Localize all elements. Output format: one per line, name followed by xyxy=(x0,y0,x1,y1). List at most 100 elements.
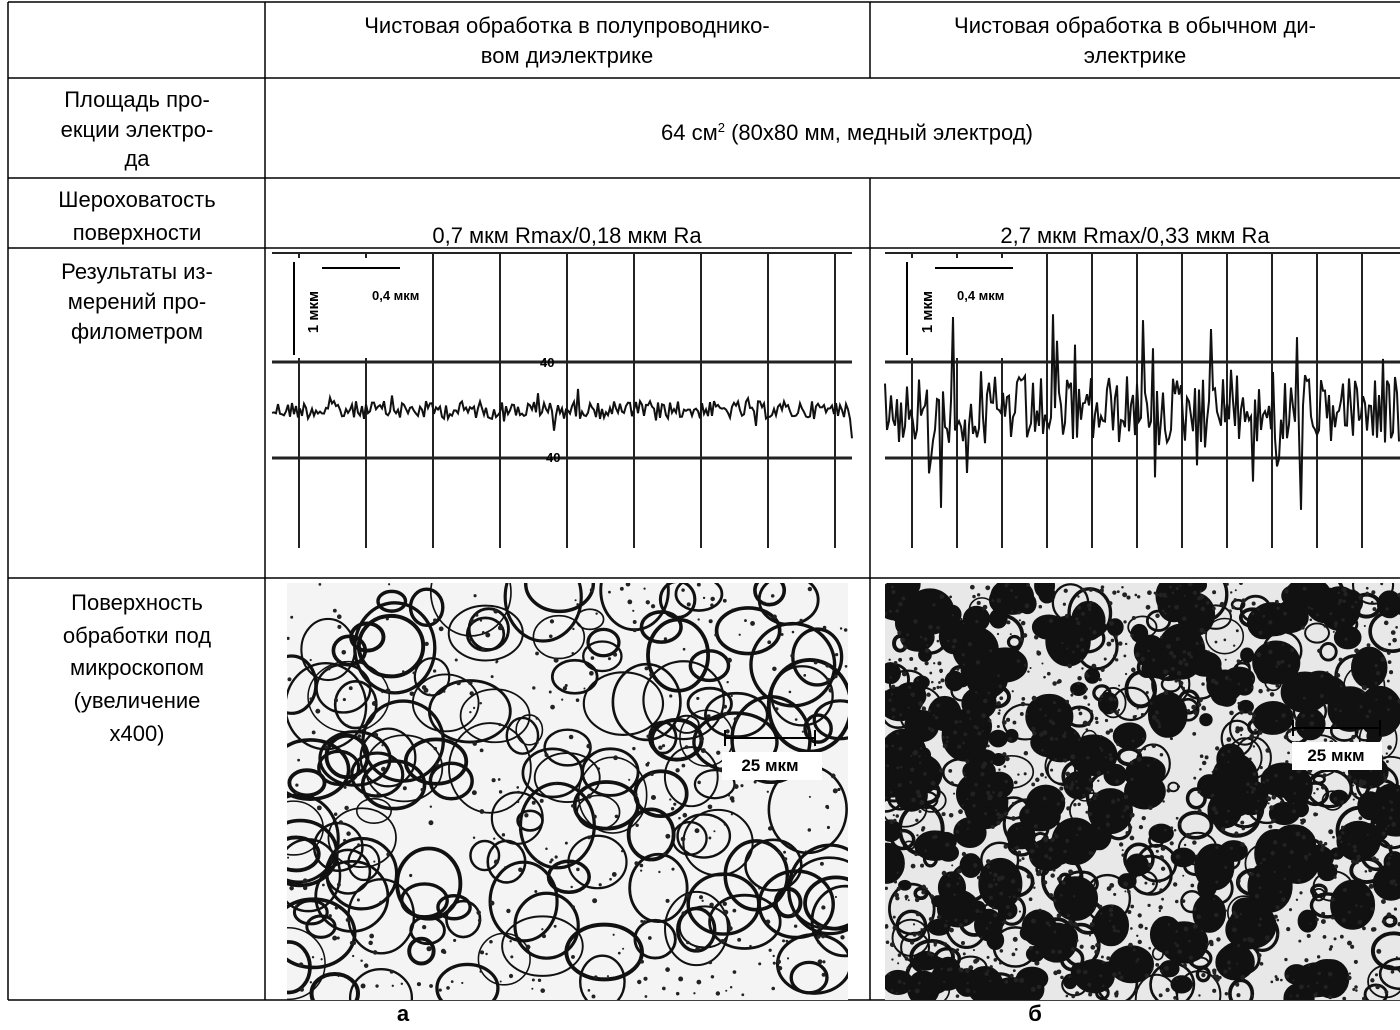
texture xyxy=(1094,716,1099,721)
texture xyxy=(941,736,945,739)
texture xyxy=(1275,977,1280,982)
texture xyxy=(1321,911,1326,916)
texture xyxy=(1154,710,1159,715)
texture xyxy=(684,745,689,749)
texture xyxy=(1044,854,1049,859)
texture xyxy=(1017,611,1021,615)
texture xyxy=(723,839,790,912)
texture xyxy=(376,589,408,613)
texture xyxy=(1054,758,1057,761)
texture xyxy=(959,923,963,927)
texture xyxy=(943,923,948,928)
texture xyxy=(1155,613,1160,619)
texture xyxy=(1068,869,1074,875)
texture xyxy=(1086,721,1091,727)
texture xyxy=(817,941,820,944)
texture xyxy=(1088,851,1093,855)
texture xyxy=(1018,619,1021,622)
texture xyxy=(669,694,673,698)
texture xyxy=(1307,606,1311,609)
texture xyxy=(436,893,472,921)
texture xyxy=(1268,801,1300,826)
texture xyxy=(1081,729,1098,749)
texture xyxy=(1352,792,1357,797)
texture xyxy=(1374,664,1378,668)
texture xyxy=(1076,621,1081,626)
texture xyxy=(1389,670,1394,675)
texture xyxy=(921,706,927,711)
texture xyxy=(930,780,936,786)
texture xyxy=(924,849,927,852)
texture xyxy=(1246,790,1249,794)
texture xyxy=(1019,977,1025,983)
texture xyxy=(287,838,342,913)
row-label: мерений про- xyxy=(67,289,207,314)
texture xyxy=(1381,919,1387,924)
texture xyxy=(1289,995,1292,998)
texture xyxy=(373,732,379,738)
texture xyxy=(454,658,458,662)
texture xyxy=(1017,773,1020,776)
texture xyxy=(1114,991,1119,997)
texture xyxy=(723,909,729,915)
texture xyxy=(989,649,993,653)
texture xyxy=(1338,598,1343,603)
texture xyxy=(1112,972,1117,977)
texture xyxy=(1121,853,1125,857)
texture xyxy=(938,768,944,773)
texture xyxy=(710,596,715,602)
texture xyxy=(472,706,476,710)
texture xyxy=(977,731,982,736)
texture xyxy=(1054,834,1059,839)
scale-bar-label: 25 мкм xyxy=(741,756,798,775)
texture xyxy=(786,957,790,960)
texture xyxy=(988,729,1008,748)
texture xyxy=(822,625,827,630)
texture xyxy=(1093,796,1097,800)
texture xyxy=(1031,782,1036,787)
texture xyxy=(314,859,390,933)
texture xyxy=(324,745,329,750)
texture xyxy=(428,820,434,826)
texture xyxy=(1314,992,1318,996)
texture xyxy=(845,803,848,806)
texture xyxy=(1018,859,1022,862)
texture xyxy=(446,986,450,990)
texture xyxy=(473,594,477,598)
texture xyxy=(1004,583,1009,588)
texture xyxy=(1033,824,1038,829)
texture xyxy=(658,870,661,874)
texture xyxy=(1388,856,1391,860)
texture xyxy=(1337,602,1341,605)
texture xyxy=(1065,838,1070,843)
texture xyxy=(891,958,894,961)
texture xyxy=(1063,758,1068,763)
texture xyxy=(1081,587,1086,593)
texture xyxy=(1041,748,1045,752)
texture xyxy=(1284,964,1309,985)
texture xyxy=(909,721,927,738)
texture xyxy=(1366,833,1369,836)
texture xyxy=(1083,969,1088,975)
texture xyxy=(609,877,612,881)
texture xyxy=(1269,692,1275,697)
texture xyxy=(1131,667,1136,673)
texture xyxy=(695,946,700,951)
texture xyxy=(1166,644,1172,649)
texture xyxy=(1380,656,1386,662)
texture xyxy=(1130,633,1134,637)
texture xyxy=(1291,809,1297,814)
texture xyxy=(1347,940,1352,946)
texture xyxy=(1240,975,1246,980)
texture xyxy=(1214,680,1219,686)
texture xyxy=(807,828,812,832)
texture xyxy=(701,899,704,902)
texture xyxy=(1106,886,1112,891)
texture xyxy=(1358,823,1381,846)
texture xyxy=(885,845,903,873)
texture xyxy=(1121,585,1124,589)
texture xyxy=(364,734,444,803)
texture xyxy=(961,653,965,657)
texture xyxy=(1346,774,1352,780)
